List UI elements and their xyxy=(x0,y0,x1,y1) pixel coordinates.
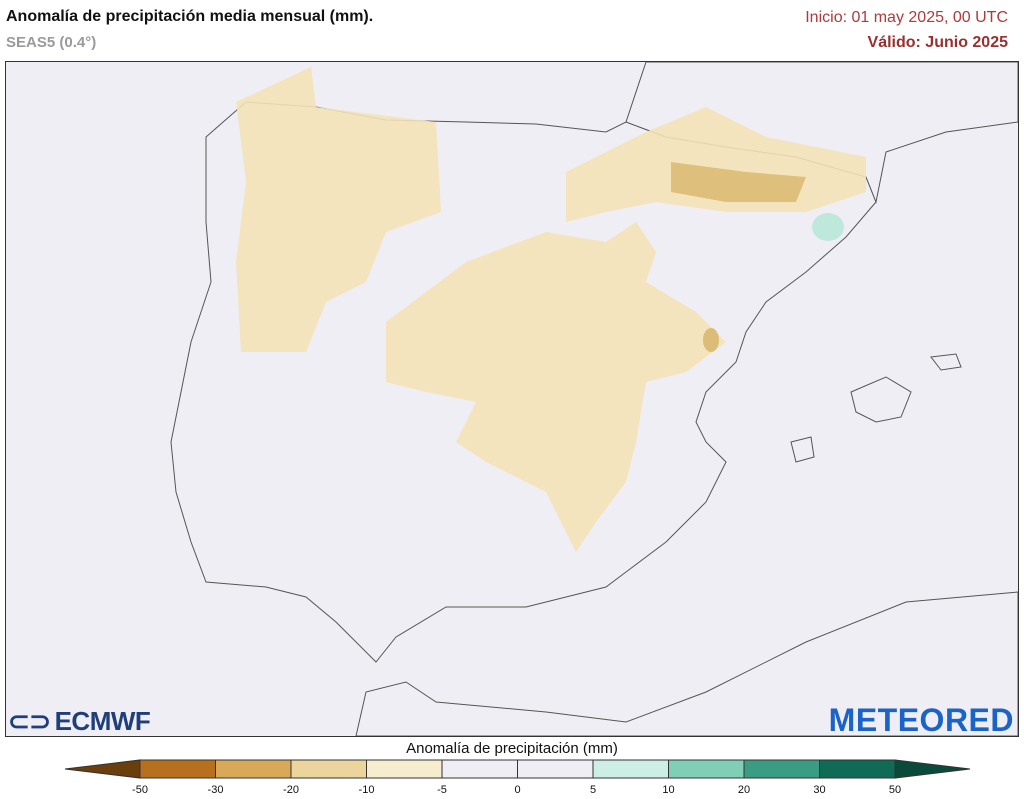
colorbar-tick-label: 5 xyxy=(589,784,597,796)
colorbar-extend-low xyxy=(64,759,141,779)
colorbar-tick-label: 10 xyxy=(662,784,675,796)
colorbar xyxy=(64,759,971,779)
colorbar-tick-label: 20 xyxy=(737,784,751,796)
colorbar-tick-label: -20 xyxy=(283,784,299,796)
colorbar-tick-label: -50 xyxy=(132,784,148,796)
ecmwf-logo: ⊂⊃ ECMWF xyxy=(8,706,151,736)
colorbar-segment xyxy=(290,759,367,779)
map-canvas xyxy=(170,62,1018,736)
colorbar-tick-label: 50 xyxy=(888,784,902,796)
legend-title: Anomalía de precipitación (mm) xyxy=(406,740,618,757)
africa-land xyxy=(355,591,1018,736)
colorbar-tick-label: 30 xyxy=(813,784,826,796)
meteored-logo: METEORED xyxy=(828,702,1014,738)
colorbar-segment xyxy=(366,759,443,779)
menorca xyxy=(930,353,962,371)
colorbar-segment xyxy=(139,759,216,779)
valid-period: Válido: Junio 2025 xyxy=(867,34,1008,51)
colorbar-segment xyxy=(441,759,518,779)
colorbar-extend-high xyxy=(894,759,971,779)
colorbar-tick-label: 0 xyxy=(514,784,521,796)
dry-anomaly-northwest xyxy=(236,67,441,352)
precipitation-map xyxy=(5,61,1019,737)
dry-anomaly-center xyxy=(386,222,726,552)
ibiza xyxy=(790,436,815,463)
colorbar-segment xyxy=(819,759,896,779)
colorbar-segment xyxy=(668,759,745,779)
colorbar-segment xyxy=(592,759,669,779)
colorbar-segment xyxy=(743,759,820,779)
colorbar-segment xyxy=(517,759,594,779)
very-dry-anomaly-valencia xyxy=(703,328,719,352)
colorbar-tick-label: -30 xyxy=(207,784,224,796)
model-label: SEAS5 (0.4°) xyxy=(6,34,97,51)
colorbar-segment xyxy=(215,759,292,779)
map-title: Anomalía de precipitación media mensual … xyxy=(6,8,374,25)
mallorca xyxy=(850,376,912,423)
init-date: Inicio: 01 may 2025, 00 UTC xyxy=(805,9,1008,26)
ecmwf-symbol-icon: ⊂⊃ xyxy=(8,706,51,736)
wet-anomaly-catalonia xyxy=(812,213,844,241)
colorbar-tick-label: -5 xyxy=(437,784,447,796)
very-dry-anomaly-pyrenees xyxy=(671,162,806,202)
colorbar-tick-label: -10 xyxy=(358,784,375,796)
